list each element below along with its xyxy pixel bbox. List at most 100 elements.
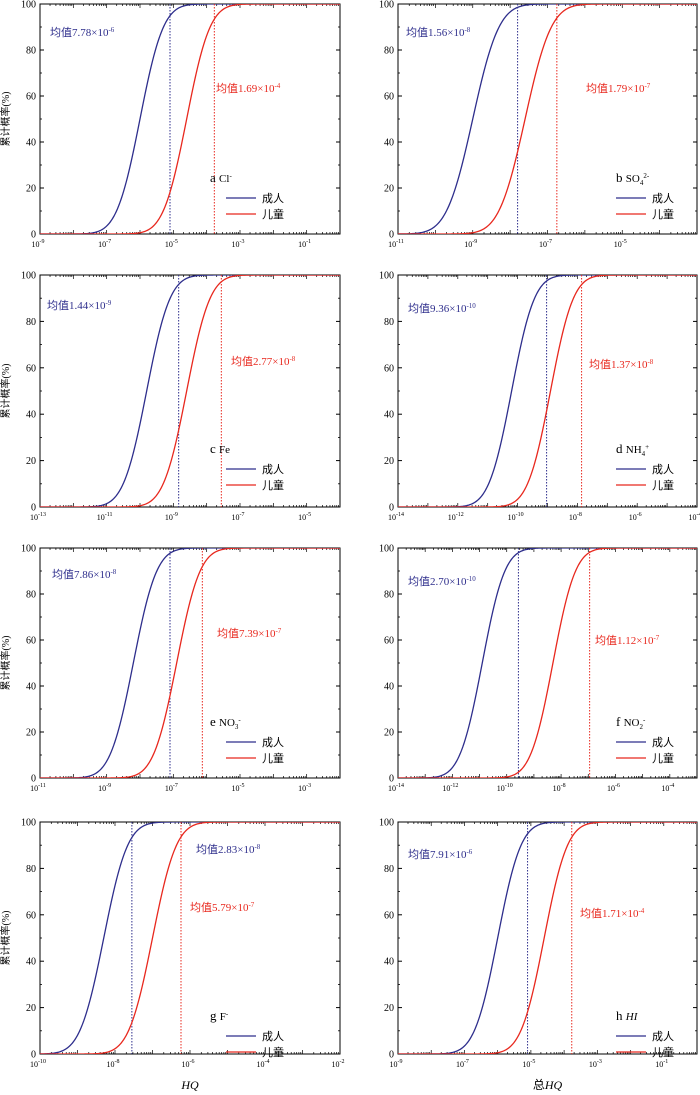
x-tick-label: 10-1 (298, 239, 311, 249)
y-tick-label: 100 (21, 0, 36, 11)
mean-label-adult: 均值1.44×10-9 (47, 299, 112, 312)
y-tick-label: 100 (379, 544, 394, 555)
x-tick-label: 10-4 (689, 512, 700, 522)
y-tick-label: 0 (389, 503, 394, 514)
x-tick-label: 10-7 (98, 239, 111, 249)
mean-label-child: 均值5.79×10-7 (190, 901, 255, 914)
series-line-child (40, 822, 340, 1054)
x-tick-label: 10-11 (30, 783, 46, 793)
series-line-child (398, 275, 697, 507)
panel-h: 0 20 40 60 80 100 10-9 10-7 10-5 10-3 10-1 均值7.91×1… (379, 818, 698, 1069)
y-tick-label: 40 (384, 957, 394, 968)
panel-label: f NO2- (616, 714, 646, 731)
mean-label-adult: 均值1.56×10-8 (406, 26, 471, 39)
x-tick-label: 10-7 (539, 239, 552, 249)
legend-label-child: 儿童 (262, 207, 284, 221)
mean-label-child: 均值7.39×10-7 (217, 627, 282, 640)
y-tick-label: 80 (26, 590, 36, 601)
x-tick-label: 10-14 (388, 512, 404, 522)
y-tick-label: 0 (31, 1050, 36, 1061)
series-line-adult (398, 548, 697, 778)
y-tick-label: 0 (31, 503, 36, 514)
x-tick-label: 10-1 (655, 1059, 668, 1069)
y-tick-label: 0 (389, 1050, 394, 1061)
x-tick-label: 10-3 (589, 1059, 602, 1069)
mean-label-adult: 均值2.83×10-8 (196, 843, 261, 856)
y-tick-label: 40 (384, 138, 394, 149)
legend-label-adult: 成人 (262, 1030, 284, 1043)
y-tick-label: 20 (384, 1003, 394, 1014)
x-tick-label: 10-7 (456, 1059, 469, 1069)
x-tick-label: 10-12 (448, 512, 464, 522)
plot-frame (39, 821, 341, 1055)
legend-label-adult: 成人 (652, 463, 674, 476)
panel-e: 0 20 40 60 80 100 累计概率(%) 10-11 10-9 10-7 10-5 10-3… (0, 544, 341, 793)
y-tick-label: 40 (384, 682, 394, 693)
legend-label-adult: 成人 (262, 463, 284, 476)
y-axis-label: 累计概率(%) (0, 364, 12, 419)
x-tick-label: 10-5 (298, 512, 311, 522)
legend-label-child: 儿童 (262, 751, 284, 765)
y-tick-label: 60 (384, 636, 394, 647)
y-tick-label: 100 (379, 0, 394, 11)
panel-label: h HI (616, 1008, 639, 1023)
x-tick-label: 10-10 (30, 1059, 46, 1069)
panel-a: 0 20 40 60 80 100 累计概率(%) 10-9 10-7 10-5 10-3 10-1 均… (0, 0, 341, 249)
x-tick-label: 10-9 (98, 783, 111, 793)
y-tick-label: 80 (384, 317, 394, 328)
y-tick-label: 60 (26, 363, 36, 374)
x-tick-label: 10-13 (30, 512, 46, 522)
y-tick-label: 40 (26, 682, 36, 693)
y-tick-label: 0 (31, 774, 36, 785)
y-tick-label: 60 (384, 363, 394, 374)
series-line-child (40, 548, 340, 778)
mean-label-child: 均值2.77×10-8 (231, 355, 296, 368)
x-tick-label: 10-4 (257, 1059, 270, 1069)
y-tick-label: 100 (21, 544, 36, 555)
y-tick-label: 40 (384, 410, 394, 421)
x-tick-label: 10-9 (165, 512, 178, 522)
x-tick-label: 10-12 (442, 783, 458, 793)
panel-label: e NO3- (210, 714, 241, 731)
series-line-child (398, 548, 697, 778)
series-line-adult (40, 548, 340, 778)
x-axis-title-left: HQ (180, 1078, 199, 1092)
y-tick-label: 100 (21, 271, 36, 282)
y-tick-label: 20 (26, 184, 36, 195)
mean-label-adult: 均值7.78×10-6 (50, 26, 115, 39)
plot-frame (39, 547, 341, 779)
y-tick-label: 0 (31, 230, 36, 241)
x-tick-label: 10-8 (553, 783, 566, 793)
x-tick-label: 10-5 (614, 239, 627, 249)
mean-label-child: 均值1.79×10-7 (586, 82, 651, 95)
x-tick-label: 10-10 (508, 512, 524, 522)
x-tick-label: 10-8 (569, 512, 582, 522)
y-axis-label: 累计概率(%) (0, 911, 12, 966)
y-axis-label: 累计概率(%) (0, 636, 12, 691)
series-line-adult (40, 4, 340, 234)
y-tick-label: 80 (384, 864, 394, 875)
x-tick-label: 10-5 (232, 783, 245, 793)
panel-f: 0 20 40 60 80 100 10-14 10-12 10-10 10-8 10-6 10-4 均… (379, 544, 698, 793)
x-tick-label: 10-6 (607, 783, 620, 793)
mean-label-child: 均值1.71×10-4 (580, 907, 645, 920)
y-tick-label: 60 (26, 92, 36, 103)
series-line-adult (398, 822, 697, 1054)
y-tick-label: 60 (384, 910, 394, 921)
mean-label-adult: 均值2.70×10-10 (408, 575, 476, 588)
panel-label: a Cl- (210, 170, 232, 185)
y-tick-label: 60 (384, 92, 394, 103)
x-tick-label: 10-9 (464, 239, 477, 249)
series-line-adult (40, 822, 340, 1054)
x-tick-label: 10-3 (232, 239, 245, 249)
panel-c: 0 20 40 60 80 100 累计概率(%) 10-13 10-11 10-9 10-7 10-… (0, 271, 341, 522)
x-tick-label: 10-7 (165, 783, 178, 793)
legend-label-adult: 成人 (652, 736, 674, 749)
series-line-adult (398, 4, 697, 234)
y-tick-label: 100 (379, 818, 394, 829)
series-line-child (398, 822, 697, 1054)
y-tick-label: 80 (26, 46, 36, 57)
legend-label-child: 儿童 (652, 751, 674, 765)
legend-label-child: 儿童 (262, 478, 284, 492)
x-tick-label: 10-14 (388, 783, 404, 793)
